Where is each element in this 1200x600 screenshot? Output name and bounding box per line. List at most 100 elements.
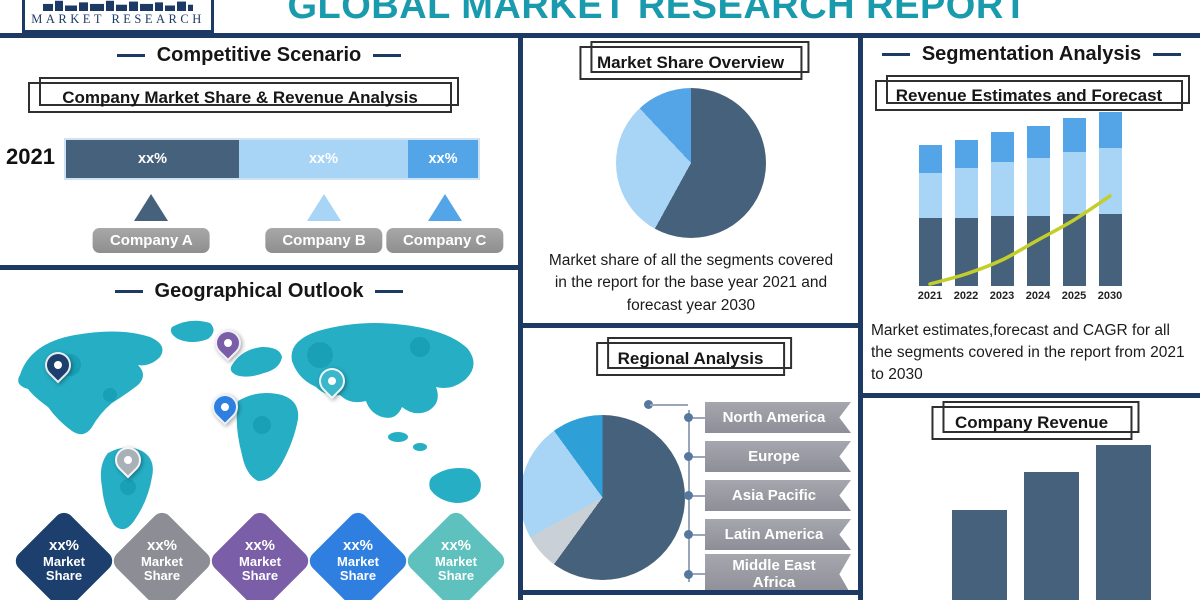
divider-vertical — [518, 33, 523, 600]
company-markers: Company A Company B Company C — [64, 184, 504, 264]
company-label: Company C — [385, 228, 504, 253]
badge-line: xx% — [342, 537, 374, 555]
panel-description: Market estimates,forecast and CAGR for a… — [871, 322, 1185, 383]
region-row: Middle East Africa — [684, 554, 860, 595]
bar-segment-1 — [1062, 214, 1086, 286]
market-share-badge: xx% Market Share — [403, 508, 509, 600]
company-revenue-bar-chart — [952, 445, 1151, 600]
connector-line — [693, 573, 705, 576]
badge-row: xx% Market Share xx% Market Share xx% Market Sha… — [0, 270, 518, 600]
bar-segment-2 — [918, 173, 942, 218]
panel-title-text: Company Revenue — [954, 413, 1109, 432]
market-share-pie-chart — [616, 88, 766, 238]
region-row: Latin America — [684, 515, 860, 554]
region-label: North America — [705, 402, 851, 433]
badge-text: xx% Market Share — [321, 524, 395, 598]
company-label: Company B — [265, 228, 383, 253]
panel-title-box: Market Share Overview — [578, 41, 810, 80]
bar-segment-2 — [1026, 158, 1050, 216]
divider-horizontal — [0, 265, 518, 270]
bar-segment-2 — [1098, 148, 1122, 214]
regional-pie-chart — [520, 415, 685, 580]
region-row: North America — [684, 398, 860, 437]
bar-segment-1 — [990, 216, 1014, 286]
divider-vertical — [858, 33, 863, 600]
badge-line: Share — [143, 568, 181, 584]
bar-column: 2022 — [948, 140, 984, 302]
bar-column: 2024 — [1020, 126, 1056, 302]
axis-label: 2022 — [953, 290, 979, 302]
regional-analysis-panel: Regional Analysis North America Europe Asi… — [520, 328, 860, 595]
skyline-icon — [43, 0, 193, 11]
marker-triangle-icon — [307, 194, 341, 221]
connector-line — [650, 404, 688, 406]
panel-title-text: Competitive Scenario — [156, 44, 362, 66]
bar-segment-1 — [954, 218, 978, 286]
decorative-line — [116, 54, 145, 57]
world-map-graphic — [18, 320, 481, 530]
bar-segment-2 — [990, 162, 1014, 216]
region-label: Europe — [705, 441, 851, 472]
subtitle-text: Revenue Estimates and Forecast — [895, 85, 1163, 105]
bar-column: 2030 — [1092, 112, 1128, 302]
badge-text: xx% Market Share — [419, 524, 493, 598]
region-label: Latin America — [705, 519, 851, 550]
panel-title-text: Segmentation Analysis — [921, 43, 1142, 65]
competitive-scenario-panel: Competitive Scenario Company Market Shar… — [0, 38, 518, 265]
axis-label: 2023 — [989, 290, 1015, 302]
decorative-line — [114, 290, 143, 293]
brand-logo-text: MARKET RESEARCH — [31, 12, 205, 26]
company-share-stacked-bar: xx% xx% xx% — [64, 138, 480, 180]
market-share-badge: xx% Market Share — [109, 508, 215, 600]
axis-label: 2030 — [1097, 290, 1123, 302]
geographical-outlook-panel: Geographical Outlook — [0, 270, 518, 600]
badge-line: xx% — [48, 537, 80, 555]
badge-text: xx% Market Share — [27, 524, 101, 598]
world-map — [0, 305, 518, 540]
badge-text: xx% Market Share — [125, 524, 199, 598]
company-label: Company A — [92, 228, 210, 253]
decorative-line — [375, 290, 404, 293]
bar-column: 2023 — [984, 132, 1020, 302]
panel-title-box: Regional Analysis — [595, 337, 793, 376]
bar-segment-3 — [1098, 112, 1122, 148]
market-share-badge: xx% Market Share — [207, 508, 313, 600]
market-share-badge: xx% Market Share — [305, 508, 411, 600]
badge-line: Share — [241, 568, 279, 584]
brand-logo: MARKET RESEARCH — [22, 0, 214, 33]
badge-line: Share — [437, 568, 475, 584]
badge-line: Market — [141, 553, 183, 569]
region-row: Asia Pacific — [684, 476, 860, 515]
panel-title-text: Market Share Overview — [596, 53, 785, 72]
decorative-line — [881, 53, 910, 56]
panel-title-box: Company Revenue — [930, 401, 1140, 440]
connector-line — [693, 455, 705, 458]
decorative-line — [373, 54, 402, 57]
bar-stack — [954, 140, 978, 286]
connector-dot-icon — [684, 452, 693, 461]
company-revenue-panel: Company Revenue — [863, 398, 1200, 600]
region-row: Europe — [684, 437, 860, 476]
region-label: Asia Pacific — [705, 480, 851, 511]
badge-line: xx% — [440, 537, 472, 555]
divider-horizontal — [863, 393, 1200, 398]
bar-segment-1 — [918, 218, 942, 286]
connector-dot-icon — [644, 400, 653, 409]
badge-line: Market — [43, 553, 85, 569]
decorative-line — [1153, 53, 1182, 56]
panel-title-text: Regional Analysis — [617, 349, 764, 368]
bar-segment-3 — [954, 140, 978, 168]
panel-description: Market share of all the segments covered… — [548, 252, 834, 314]
bar-segment-1 — [1098, 214, 1122, 286]
divider-horizontal — [523, 590, 858, 595]
axis-label: 2025 — [1061, 290, 1087, 302]
bar-segment-3 — [918, 145, 942, 173]
bar-stack — [1062, 118, 1086, 286]
panel-title: Geographical Outlook — [0, 280, 518, 303]
badge-line: Market — [435, 553, 477, 569]
subtitle-text: Company Market Share & Revenue Analysis — [62, 87, 418, 107]
bar-segment-1: xx% — [66, 140, 240, 178]
divider-horizontal — [0, 33, 1200, 38]
header: MARKET RESEARCH GLOBAL MARKET RESEARCH R… — [0, 0, 1200, 33]
bar-segment-2 — [954, 168, 978, 218]
